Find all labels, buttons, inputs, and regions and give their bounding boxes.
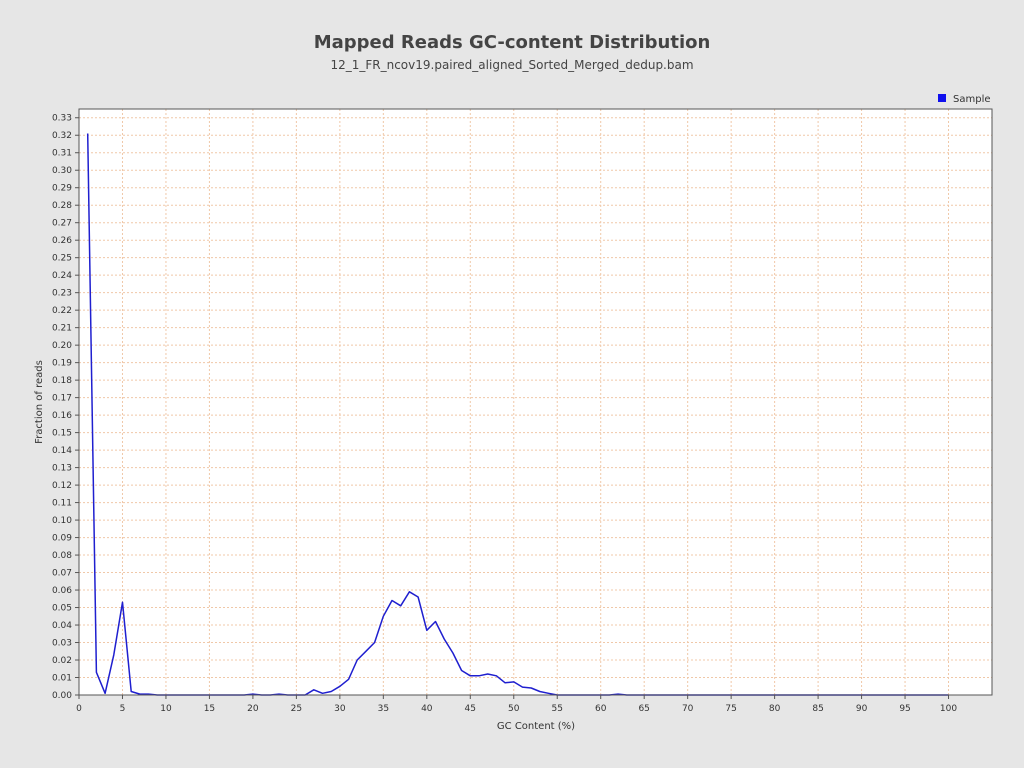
y-tick-label: 0.31	[52, 149, 72, 159]
y-tick-label: 0.25	[52, 254, 72, 264]
x-tick-label: 10	[160, 704, 172, 714]
x-axis: 0 5 10 15 20 25 30 35 40 45 50 55 60 65 70 75 80 85 90 95 10…	[76, 695, 957, 714]
y-tick-label: 0.12	[52, 481, 72, 491]
plot-border	[78, 108, 993, 696]
y-tick-label: 0.19	[52, 359, 72, 369]
x-tick-label: 45	[465, 704, 476, 714]
y-tick-label: 0.17	[52, 394, 72, 404]
y-tick-label: 0.14	[52, 446, 72, 456]
y-tick-label: 0.24	[52, 271, 72, 281]
x-tick-label: 75	[725, 704, 736, 714]
x-tick-label: 30	[334, 704, 346, 714]
y-tick-label: 0.02	[52, 656, 72, 666]
y-tick-label: 0.32	[52, 131, 72, 141]
y-tick-label: 0.15	[52, 429, 72, 439]
y-axis-label: Fraction of reads	[34, 360, 45, 444]
x-tick-label: 90	[856, 704, 868, 714]
y-tick-label: 0.23	[52, 289, 72, 299]
y-tick-label: 0.11	[52, 499, 72, 509]
x-tick-label: 100	[940, 704, 957, 714]
y-tick-label: 0.09	[52, 534, 72, 544]
chart-title: Mapped Reads GC-content Distribution	[314, 32, 711, 53]
y-tick-label: 0.18	[52, 376, 72, 386]
x-axis-label: GC Content (%)	[497, 721, 575, 732]
y-tick-label: 0.26	[52, 236, 72, 246]
y-tick-label: 0.16	[52, 411, 72, 421]
y-tick-label: 0.03	[52, 639, 72, 649]
x-tick-label: 0	[76, 704, 82, 714]
legend: Sample	[938, 94, 991, 105]
y-tick-label: 0.21	[52, 324, 72, 334]
grid-layer	[78, 109, 992, 696]
y-tick-label: 0.00	[52, 691, 72, 701]
legend-marker-sample	[938, 94, 946, 102]
legend-label-sample: Sample	[953, 94, 991, 105]
y-tick-label: 0.06	[52, 586, 72, 596]
x-tick-label: 85	[812, 704, 823, 714]
y-tick-label: 0.04	[52, 621, 72, 631]
x-tick-label: 70	[682, 704, 694, 714]
x-tick-label: 20	[247, 704, 259, 714]
x-tick-label: 95	[899, 704, 910, 714]
y-tick-label: 0.08	[52, 551, 72, 561]
y-tick-label: 0.13	[52, 464, 72, 474]
y-tick-label: 0.07	[52, 569, 72, 579]
x-tick-label: 15	[204, 704, 215, 714]
x-tick-label: 80	[769, 704, 781, 714]
x-tick-label: 40	[421, 704, 433, 714]
x-tick-label: 55	[552, 704, 563, 714]
x-tick-label: 25	[291, 704, 302, 714]
x-tick-label: 50	[508, 704, 520, 714]
y-tick-label: 0.28	[52, 201, 72, 211]
x-tick-label: 65	[638, 704, 649, 714]
y-axis: 0.00 0.01 0.02 0.03 0.04 0.05 0.06 0.07 0.08 0.09…	[52, 114, 79, 701]
y-tick-label: 0.29	[52, 184, 72, 194]
y-tick-label: 0.22	[52, 306, 72, 316]
x-tick-label: 35	[378, 704, 389, 714]
y-tick-label: 0.05	[52, 604, 72, 614]
y-tick-label: 0.20	[52, 341, 72, 351]
x-tick-label: 60	[595, 704, 607, 714]
chart-subtitle: 12_1_FR_ncov19.paired_aligned_Sorted_Mer…	[330, 58, 693, 72]
y-tick-label: 0.27	[52, 219, 72, 229]
y-tick-label: 0.01	[52, 674, 72, 684]
y-tick-label: 0.10	[52, 516, 72, 526]
y-tick-label: 0.33	[52, 114, 72, 124]
y-tick-label: 0.30	[52, 166, 72, 176]
plot-area	[79, 109, 992, 695]
x-tick-label: 5	[120, 704, 126, 714]
